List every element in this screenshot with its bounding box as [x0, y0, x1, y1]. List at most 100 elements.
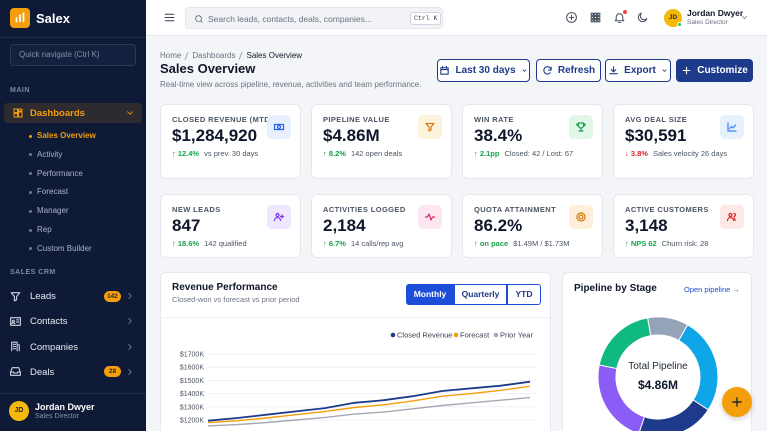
- user-menu-chevron: [741, 16, 748, 19]
- apps-button[interactable]: [589, 11, 602, 24]
- kpi-icon-glyph: [726, 212, 737, 222]
- button-chevron-shape: [521, 69, 527, 72]
- button-icon: [543, 66, 552, 75]
- nav-item[interactable]: Companies: [0, 337, 146, 357]
- nav-label: Companies: [30, 341, 79, 353]
- nav-sub-dot: [29, 190, 32, 194]
- nav-chevron: [128, 368, 132, 375]
- kpi-delta-row: ↑ 2.1pp Closed: 42 / Lost: 67: [474, 149, 586, 159]
- kpi-note: 142 open deals: [350, 149, 403, 158]
- kpi-card: NEW LEADS 847 ↑ 18.6% 142 qualified: [160, 194, 301, 258]
- kpi-icon-glyph-shape: [425, 122, 435, 132]
- kpi-icon-glyph: [576, 122, 586, 132]
- kpi-value: $1,284,920: [172, 126, 258, 145]
- notifications-button[interactable]: [613, 11, 626, 24]
- kpi-label: PIPELINE VALUE: [323, 115, 390, 124]
- nav-dashboards[interactable]: Dashboards: [4, 103, 142, 123]
- kpi-label: AVG DEAL SIZE: [625, 115, 688, 124]
- kpi-delta-row: ↓ 3.8% Sales velocity 26 days: [625, 149, 737, 159]
- breadcrumb-item[interactable]: Dashboards: [192, 51, 236, 60]
- kpi-label: ACTIVITIES LOGGED: [323, 205, 406, 214]
- notification-dot: [623, 10, 627, 14]
- kpi-label: ACTIVE CUSTOMERS: [625, 205, 709, 214]
- header-button[interactable]: Export: [605, 59, 671, 82]
- nav-subitem[interactable]: Sales Overview: [37, 131, 96, 140]
- kpi-icon: [418, 205, 442, 229]
- kpi-delta: ↑ 2.1pp: [474, 149, 500, 158]
- nav-chevron: [128, 293, 132, 299]
- button-icon-shape: [440, 65, 450, 75]
- search-icon: [195, 14, 203, 23]
- theme-button[interactable]: [636, 11, 649, 24]
- period-tab[interactable]: Monthly: [406, 284, 454, 305]
- nav-icon-shape: [10, 291, 21, 301]
- page-title: Sales Overview: [160, 61, 256, 76]
- nav-sub-dot: [29, 134, 32, 138]
- card-link[interactable]: Open pipeline →: [684, 285, 740, 294]
- nav-subitem[interactable]: Performance: [37, 168, 83, 178]
- nav-item[interactable]: Leads 142: [0, 286, 146, 306]
- sidebar: Salex Quick navigate (Ctrl K) MAIN Dashboar…: [0, 0, 146, 431]
- period-tab[interactable]: Quarterly: [454, 284, 507, 305]
- card-title: Revenue Performance: [172, 282, 278, 293]
- nav-sub-dot: [29, 172, 32, 176]
- nav-icon: [13, 108, 23, 118]
- user-name: Jordan Dwyer: [687, 8, 744, 18]
- nav-item[interactable]: Contacts: [0, 311, 146, 331]
- kpi-value: 2,184: [323, 216, 366, 235]
- header-button[interactable]: Refresh: [536, 59, 601, 82]
- add-button[interactable]: [565, 11, 578, 24]
- kpi-icon-glyph-shape: [576, 212, 586, 222]
- search-box[interactable]: Search leads, contacts, deals, companies…: [185, 7, 443, 29]
- header-button[interactable]: Last 30 days: [437, 59, 530, 82]
- kpi-delta-row: ↑ 18.6% 142 qualified: [172, 239, 284, 249]
- kpi-label: NEW LEADS: [172, 205, 221, 214]
- nav-chevron-shape: [128, 293, 132, 299]
- button-label: Customize: [697, 65, 748, 76]
- button-label: Last 30 days: [455, 65, 516, 76]
- button-icon-shape: [543, 66, 552, 75]
- kpi-card: ACTIVITIES LOGGED 2,184 ↑ 6.7% 14 calls/rep…: [311, 194, 452, 258]
- kpi-value: $30,591: [625, 126, 687, 145]
- kpi-delta: ↑ 18.6%: [172, 239, 200, 248]
- nav-item[interactable]: Deals 28: [0, 362, 146, 382]
- kpi-note: 14 calls/rep avg: [350, 239, 404, 248]
- nav-subitem[interactable]: Rep: [37, 225, 52, 234]
- nav-sub-dot: [29, 153, 32, 157]
- card-title: Pipeline by Stage: [574, 283, 657, 294]
- quick-nav[interactable]: Quick navigate (Ctrl K): [10, 44, 136, 66]
- breadcrumb-item[interactable]: Home: [160, 51, 182, 60]
- nav-chevron-shape: [128, 368, 132, 375]
- nav-subitem[interactable]: Custom Builder: [37, 243, 92, 253]
- nav-badge: 28: [104, 366, 121, 378]
- header-button[interactable]: Customize: [676, 59, 753, 82]
- nav-subitem[interactable]: Forecast: [37, 187, 69, 197]
- nav-sub-dot: [29, 209, 32, 213]
- nav-chevron-shape: [128, 343, 132, 350]
- floating-add-button[interactable]: [722, 387, 752, 417]
- kpi-icon-glyph: [273, 212, 285, 222]
- kpi-card: QUOTA ATTAINMENT 86.2% ↑ on pace $1.49M / $…: [462, 194, 603, 258]
- kpi-icon-glyph-shape: [727, 122, 737, 132]
- kpi-icon: [569, 115, 593, 139]
- theme-button-shape: [637, 12, 648, 23]
- nav-chevron: [127, 111, 133, 115]
- user-name: Jordan Dwyer: [35, 402, 95, 412]
- button-chevron: [662, 69, 667, 72]
- brand-icon: [15, 12, 25, 23]
- notifications-button-shape: [614, 13, 625, 23]
- kpi-icon: [720, 115, 744, 139]
- nav-subitem[interactable]: Manager: [37, 206, 69, 216]
- kpi-delta-row: ↑ on pace $1.49M / $1.73M: [474, 239, 586, 249]
- kpi-label: CLOSED REVENUE (MTD): [172, 115, 273, 124]
- period-tab[interactable]: YTD: [507, 284, 541, 305]
- button-icon: [440, 65, 450, 75]
- nav-chevron: [128, 318, 132, 325]
- nav-subitem[interactable]: Activity: [37, 149, 63, 159]
- kpi-icon-glyph-shape: [273, 123, 285, 131]
- nav-icon: [11, 341, 20, 352]
- kpi-icon-glyph: [425, 122, 435, 132]
- kpi-icon-glyph: [273, 123, 285, 131]
